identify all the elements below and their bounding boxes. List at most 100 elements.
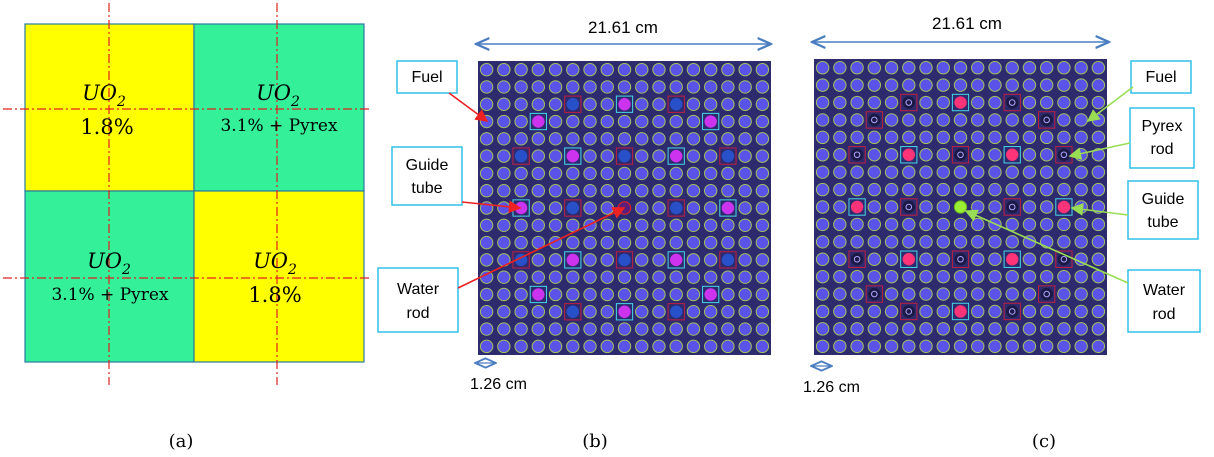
fuel-pin <box>1039 165 1054 179</box>
fuel-pin <box>531 62 546 77</box>
fuel-pin <box>635 235 649 250</box>
pyrex-rod-core <box>1060 151 1068 159</box>
fuel-pin <box>479 235 494 250</box>
guide-tube-alt <box>670 98 683 111</box>
fuel-pin <box>953 130 968 145</box>
fuel-pin <box>1005 339 1019 353</box>
fuel-pin <box>953 61 968 75</box>
fuel-pin <box>1022 182 1037 197</box>
callout-water-rod-c: Water rod <box>1127 269 1201 333</box>
fuel-pin <box>850 182 864 197</box>
fuel-pin <box>617 62 632 77</box>
fuel-pin <box>566 270 580 284</box>
fuel-pin <box>497 305 511 319</box>
fuel-pin <box>479 184 494 198</box>
fuel-pin <box>721 339 735 354</box>
fuel-pin <box>548 201 563 215</box>
fuel-pin <box>755 235 770 250</box>
fuel-pin <box>652 218 666 232</box>
fuel-pin <box>686 132 701 146</box>
guide-tube <box>1057 200 1071 214</box>
pyrex-rod-core <box>905 99 913 106</box>
fuel-pin <box>815 217 830 232</box>
fuel-pin <box>1022 339 1037 353</box>
guide-tube <box>532 288 545 301</box>
fuel-pin <box>902 61 916 75</box>
callout-fuel-c: Fuel <box>1130 60 1192 94</box>
fuel-pin <box>1057 95 1071 110</box>
fuel-pin <box>755 322 770 336</box>
fuel-pin <box>1091 200 1106 214</box>
fuel-pin <box>583 305 597 319</box>
fuel-pin <box>583 166 597 181</box>
fuel-pin <box>497 114 511 129</box>
fuel-pin <box>721 270 735 284</box>
fuel-pin <box>755 132 770 146</box>
guide-tube-cell <box>1038 285 1056 303</box>
fuel-pin <box>600 114 614 129</box>
fuel-pin <box>971 217 985 232</box>
guide-tube-cell <box>900 146 918 164</box>
fuel-pin <box>738 322 752 336</box>
fuel-pin <box>1091 322 1106 336</box>
guide-tube <box>566 253 579 267</box>
fuel-pin <box>738 149 752 163</box>
fuel-pin <box>600 80 614 94</box>
fuel-pin <box>884 269 899 284</box>
guide-tube <box>618 305 631 318</box>
fuel-pin <box>703 235 718 250</box>
fuel-pin <box>833 287 847 301</box>
fuel-pin <box>884 95 899 110</box>
fuel-pin <box>635 339 649 354</box>
fuel-pin <box>936 269 950 284</box>
fuel-pin <box>850 130 864 145</box>
fuel-pin <box>514 218 528 232</box>
fuel-pin <box>600 149 614 163</box>
fuel-pin <box>833 252 847 266</box>
fuel-pin <box>971 269 985 284</box>
fuel-pin <box>1057 78 1071 92</box>
fuel-pin <box>867 148 882 162</box>
fuel-pin <box>867 304 882 319</box>
fuel-pin <box>1039 322 1054 336</box>
fuel-pin <box>531 132 546 146</box>
fuel-pin <box>531 253 546 267</box>
fuel-pin <box>497 339 511 354</box>
fuel-pin <box>583 339 597 354</box>
guide-tube-cell <box>667 147 685 165</box>
guide-tube-cell <box>719 199 737 217</box>
fuel-pin <box>919 217 933 232</box>
fuel-pin <box>583 253 597 267</box>
guide-tube-cell <box>667 199 685 217</box>
fuel-pin <box>1022 148 1037 162</box>
guide-tube-cell <box>719 147 737 165</box>
fuel-pin <box>755 287 770 302</box>
fuel-pin <box>833 235 847 249</box>
fuel-pin <box>936 339 950 353</box>
fuel-pin <box>566 287 580 302</box>
guide-tube-cell <box>667 95 685 113</box>
callout-guide-tube-c: Guide tube <box>1127 180 1199 240</box>
fuel-pin <box>988 269 1002 284</box>
fuel-pin <box>703 218 718 232</box>
fuel-pin <box>652 114 666 129</box>
fuel-pin <box>988 148 1002 162</box>
fuel-pin <box>867 95 882 110</box>
fuel-pin <box>738 80 752 94</box>
pyrex-rod <box>1040 113 1053 127</box>
guide-tube-cell <box>865 111 883 129</box>
fuel-pin <box>902 78 916 92</box>
fuel-pin <box>1022 217 1037 232</box>
width-label-c: 21.61 cm <box>932 14 1002 33</box>
cell-a-2-detail: 3.1% + Pyrex <box>220 116 337 136</box>
guide-tube-cell <box>529 285 547 304</box>
cell-a-2 <box>193 23 365 192</box>
fuel-pin <box>1091 61 1106 75</box>
fuel-pin <box>497 166 511 181</box>
fuel-pin <box>514 62 528 77</box>
fuel-pin <box>514 322 528 336</box>
fuel-pin <box>1057 322 1071 336</box>
fuel-pin <box>936 148 950 162</box>
fuel-pin <box>1057 165 1071 179</box>
